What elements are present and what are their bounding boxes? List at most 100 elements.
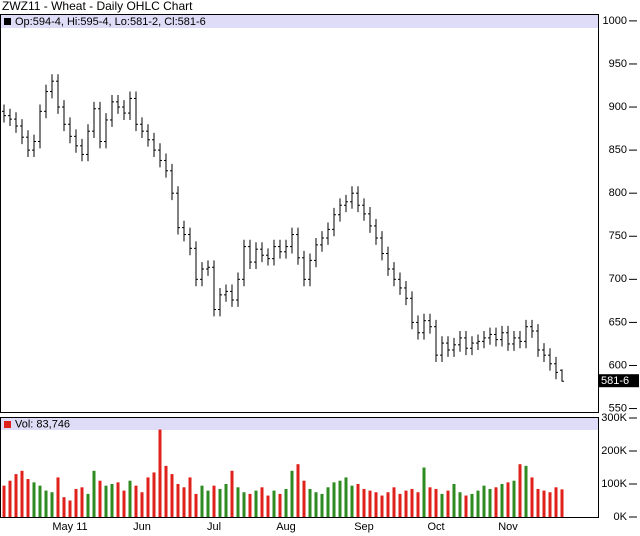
volume-bar: [434, 488, 438, 517]
volume-bar: [146, 477, 150, 517]
volume-bar: [134, 485, 138, 517]
volume-bar: [188, 477, 192, 517]
volume-bar: [422, 467, 426, 517]
volume-bar: [368, 490, 372, 517]
volume-bar: [284, 488, 288, 517]
volume-bar: [494, 487, 498, 517]
volume-bar: [140, 492, 144, 517]
volume-bar: [404, 490, 408, 517]
volume-bar: [68, 500, 72, 517]
volume-bar: [74, 488, 78, 517]
volume-bar: [230, 470, 234, 517]
volume-bar: [356, 484, 360, 517]
volume-bar: [380, 495, 384, 517]
volume-bar: [464, 495, 468, 517]
y-tick-label: 850: [609, 144, 627, 156]
volume-bar: [398, 493, 402, 517]
legend-swatch: [4, 421, 11, 428]
volume-bar: [224, 484, 228, 517]
volume-bar: [260, 487, 264, 517]
volume-bar: [248, 493, 252, 517]
volume-bar: [350, 485, 354, 517]
volume-bar: [20, 470, 24, 517]
volume-bar: [446, 490, 450, 517]
y-tick-label: 950: [609, 58, 627, 70]
volume-bar: [362, 488, 366, 517]
volume-bar: [98, 480, 102, 517]
volume-bar: [482, 485, 486, 517]
x-tick-label: May 11: [52, 521, 87, 533]
legend-strip: [1, 418, 598, 430]
volume-bar: [428, 487, 432, 517]
volume-bar: [158, 429, 162, 517]
volume-bar: [326, 487, 330, 517]
volume-bar: [560, 489, 564, 517]
x-tick-label: Aug: [276, 521, 296, 533]
volume-bar: [512, 480, 516, 517]
volume-bar: [254, 490, 258, 517]
volume-bar: [206, 490, 210, 517]
volume-bar: [194, 493, 198, 517]
volume-bar: [518, 464, 522, 517]
volume-bar: [128, 480, 132, 517]
y-tick-label: 700: [609, 273, 627, 285]
x-tick-label: Jul: [207, 521, 221, 533]
volume-bar: [86, 493, 90, 517]
volume-bar: [2, 485, 6, 517]
volume-bar: [554, 487, 558, 517]
volume-bar: [410, 488, 414, 517]
volume-bar: [236, 487, 240, 517]
volume-bar: [8, 480, 12, 517]
volume-bar: [296, 464, 300, 517]
volume-bar: [542, 490, 546, 517]
volume-bar: [386, 492, 390, 517]
volume-bar: [530, 477, 534, 517]
y-tick-label: 650: [609, 316, 627, 328]
volume-bar: [290, 470, 294, 517]
volume-bar: [32, 482, 36, 517]
volume-bar: [452, 484, 456, 517]
volume-bar: [344, 477, 348, 517]
volume-bar: [338, 480, 342, 517]
volume-bar: [416, 492, 420, 517]
volume-bar: [104, 485, 108, 517]
volume-bar: [458, 492, 462, 517]
volume-bar: [44, 490, 48, 517]
volume-bar: [524, 465, 528, 517]
y-tick-label: 100K: [601, 478, 627, 490]
y-tick-label: 200K: [601, 445, 627, 457]
volume-bar: [392, 487, 396, 517]
volume-bar: [38, 485, 42, 517]
x-tick-label: Nov: [498, 521, 518, 533]
last-price-tag: [599, 374, 639, 388]
volume-bar: [242, 492, 246, 517]
volume-bar: [488, 488, 492, 517]
volume-bar: [62, 497, 66, 517]
volume-bar: [218, 488, 222, 517]
volume-bar: [212, 485, 216, 517]
y-tick-label: 900: [609, 101, 627, 113]
volume-bar: [302, 480, 306, 517]
y-tick-label: 300K: [601, 412, 627, 424]
volume-bar: [476, 490, 480, 517]
volume-bar: [440, 493, 444, 517]
volume-bar: [176, 484, 180, 517]
volume-bar: [308, 488, 312, 517]
volume-bar: [500, 484, 504, 517]
last-price-label: 581-6: [601, 375, 629, 387]
legend-swatch: [4, 18, 11, 25]
volume-bar: [122, 490, 126, 517]
volume-bar: [314, 492, 318, 517]
volume-bar: [14, 474, 18, 517]
x-tick-label: Oct: [427, 521, 444, 533]
volume-bar: [116, 482, 120, 517]
volume-bar: [506, 482, 510, 517]
volume-bar: [278, 493, 282, 517]
volume-bar: [548, 492, 552, 517]
legend-strip: [1, 15, 598, 28]
volume-bar: [272, 490, 276, 517]
volume-legend: Vol: 83,746: [15, 418, 70, 430]
volume-bar: [320, 493, 324, 517]
volume-bar: [164, 465, 168, 517]
